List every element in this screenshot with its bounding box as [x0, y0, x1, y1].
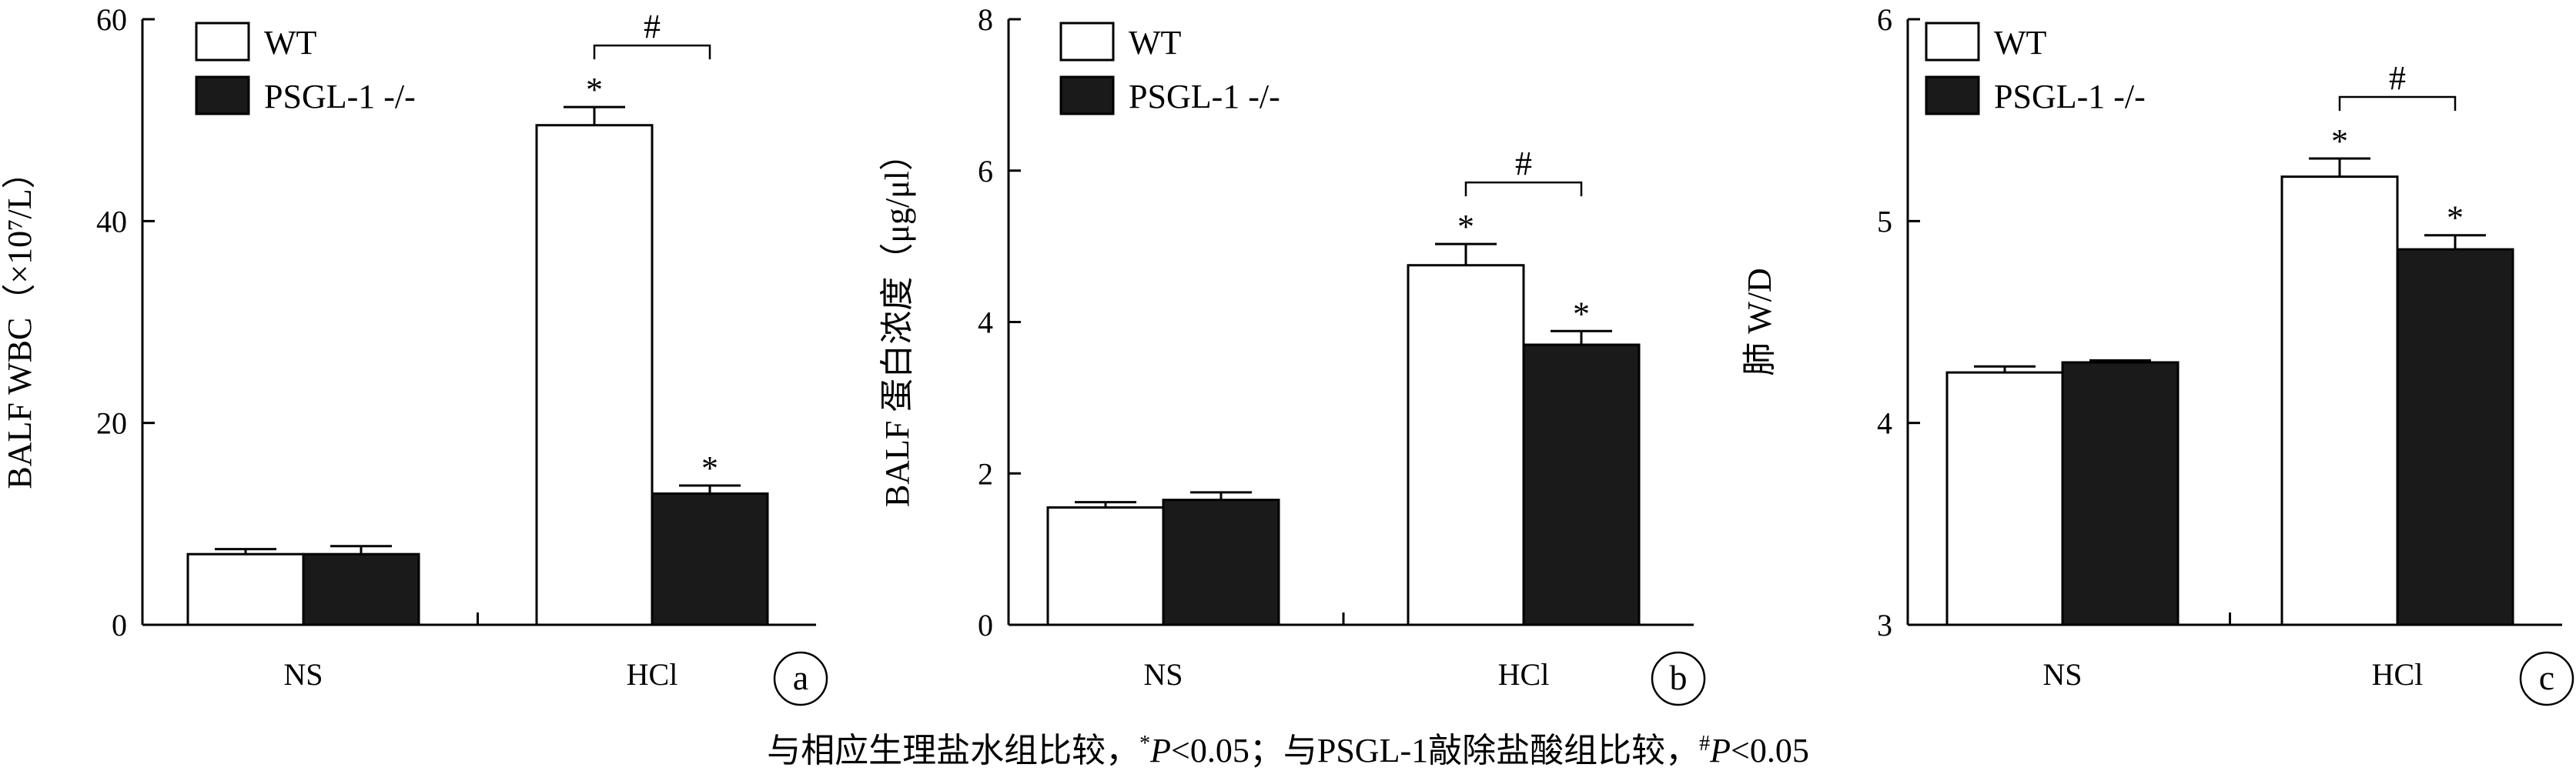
legend-swatch: [1925, 75, 1980, 115]
legend-label: PSGL-1 -/-: [1994, 78, 2146, 115]
y-tick-label: 6: [1877, 2, 1892, 37]
chart-panel-b: 0 2 4 6 8 BALF 蛋白浓度（μg/μl） NS HCl * * # WT PSGL-1 -/…: [878, 2, 1706, 706]
significance-star: *: [586, 71, 603, 108]
significance-star: *: [2331, 122, 2348, 160]
significance-star: *: [701, 449, 718, 487]
legend-label: WT: [1994, 24, 2047, 62]
y-tick-label: 40: [96, 204, 127, 239]
y-tick-label: 3: [1877, 608, 1892, 642]
bar-wt-ns: [1945, 371, 2064, 626]
bar-wt-hcl: [2280, 175, 2399, 626]
category-label: HCl: [1498, 657, 1550, 692]
caption-segment: P: [1709, 732, 1731, 769]
significance-star: *: [1573, 295, 1590, 332]
significance-bracket: [1464, 181, 1583, 197]
figure-caption: 与相应生理盐水组比较，*P<0.05；与PSGL-1敲除盐酸组比较，#P<0.0…: [767, 732, 1809, 770]
y-tick-label: 2: [978, 456, 993, 491]
legend-label: WT: [264, 24, 317, 62]
category-label: HCl: [2372, 657, 2424, 692]
caption-segment: <0.05；与PSGL-1敲除盐酸组比较，: [1171, 732, 1699, 769]
legend-swatch: [1059, 75, 1115, 115]
y-axis-title: BALF WBC（×10⁷/L）: [1, 155, 38, 489]
legend-swatch: [195, 22, 250, 62]
y-tick-label: 8: [978, 2, 993, 37]
panel-letter: c: [2539, 658, 2554, 697]
legend-label: WT: [1129, 24, 1182, 62]
significance-bracket: [2338, 95, 2457, 112]
legend-swatch: [195, 75, 250, 115]
legend: WT PSGL-1 -/-: [1059, 22, 1280, 115]
category-label: HCl: [627, 657, 678, 692]
panel-letter-circle: [1651, 651, 1706, 706]
bar-wt-hcl: [535, 124, 654, 626]
legend: WT PSGL-1 -/-: [1925, 22, 2146, 115]
y-tick-label: 20: [96, 406, 127, 441]
y-tick-label: 4: [978, 305, 993, 340]
chart-panel-c: 3 4 5 6 肺 W/D NS HCl * * # WT PSGL-1 -/- c: [1741, 2, 2574, 706]
bar-psgl-ns: [1162, 499, 1280, 626]
significance-bracket: [593, 44, 711, 60]
bar-psgl-ns: [2061, 361, 2180, 626]
panel-letter-circle: [773, 651, 828, 706]
caption-segment: <0.05: [1731, 732, 1809, 769]
significance-hash: #: [644, 8, 661, 45]
caption-superscript: #: [1699, 732, 1710, 756]
caption-superscript: *: [1139, 732, 1150, 756]
panel-letter-circle: [2519, 651, 2574, 706]
bar-wt-ns: [1046, 506, 1165, 626]
y-tick-label: 0: [978, 608, 993, 642]
caption-segment: P: [1149, 732, 1171, 769]
legend-swatch: [1925, 22, 1980, 62]
bar-psgl-ns: [302, 552, 420, 626]
y-tick-label: 5: [1877, 204, 1892, 239]
bar-wt-hcl: [1407, 264, 1525, 626]
chart-panel-a: 0 20 40 60 BALF WBC（×10⁷/L） NS HCl * * # WT PSGL-1 …: [1, 2, 828, 706]
category-label: NS: [1143, 657, 1183, 692]
bar-psgl-hcl: [2396, 248, 2514, 626]
legend: WT PSGL-1 -/-: [195, 22, 416, 115]
y-tick-label: 6: [978, 154, 993, 189]
bar-psgl-hcl: [651, 492, 769, 626]
y-axis-title: BALF 蛋白浓度（μg/μl）: [878, 137, 916, 507]
panel-letter: b: [1670, 658, 1688, 697]
y-axis-title: 肺 W/D: [1741, 268, 1778, 376]
significance-hash: #: [2389, 59, 2406, 97]
category-label: NS: [2042, 657, 2082, 692]
category-label: NS: [283, 657, 323, 692]
y-tick-label: 60: [96, 2, 127, 37]
caption-segment: 与相应生理盐水组比较，: [767, 732, 1139, 769]
y-tick-label: 4: [1877, 406, 1892, 441]
y-tick-label: 0: [112, 608, 127, 642]
bar-wt-ns: [186, 552, 305, 626]
bar-psgl-hcl: [1522, 343, 1641, 626]
significance-hash: #: [1515, 145, 1532, 182]
legend-label: PSGL-1 -/-: [264, 78, 416, 115]
significance-star: *: [1457, 208, 1474, 245]
panel-letter: a: [793, 658, 808, 697]
significance-star: *: [2447, 199, 2464, 237]
legend-swatch: [1059, 22, 1115, 62]
legend-label: PSGL-1 -/-: [1129, 78, 1280, 115]
